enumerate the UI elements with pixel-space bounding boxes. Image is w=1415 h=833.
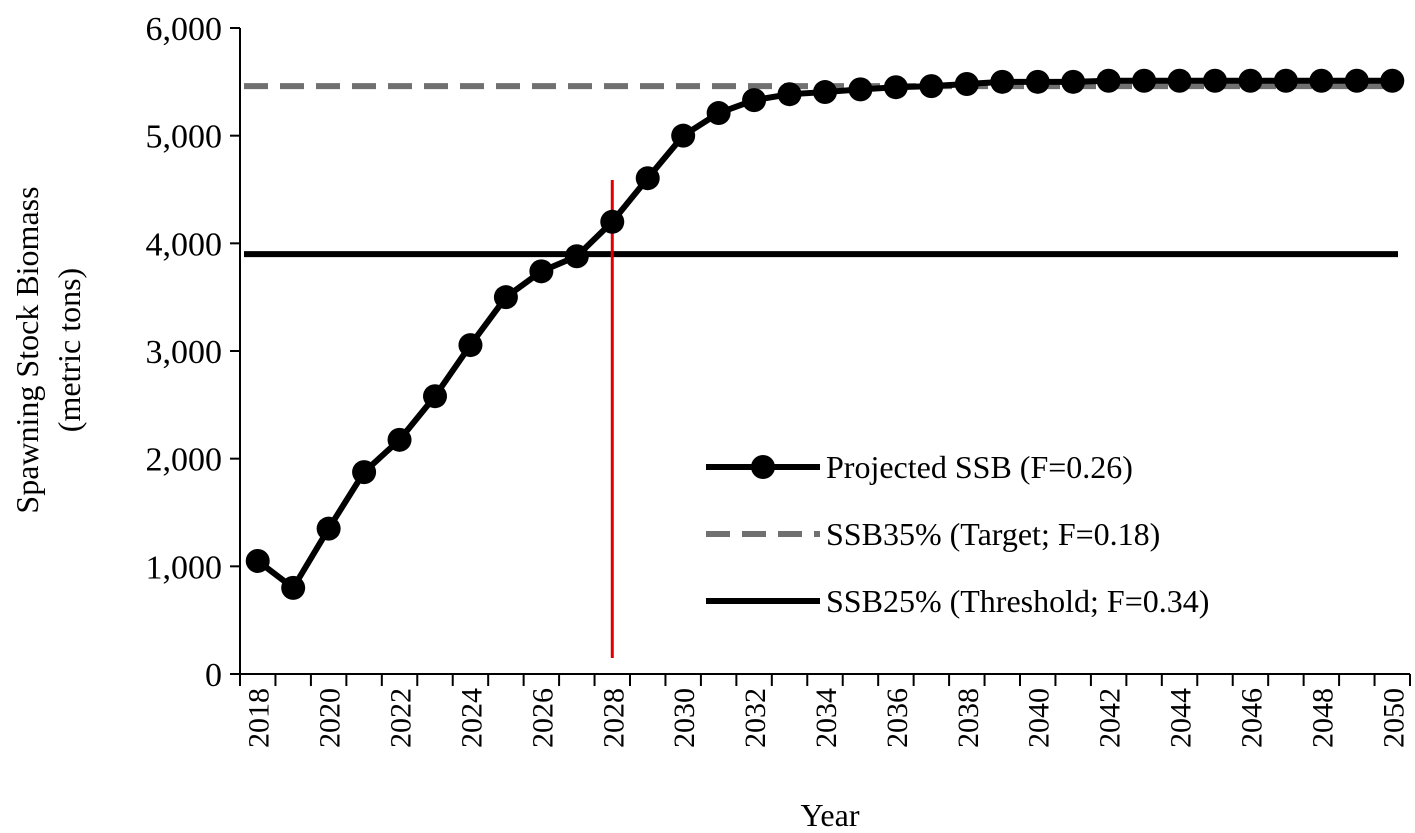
legend-label: SSB35% (Target; F=0.18) — [826, 516, 1160, 552]
data-point — [954, 71, 979, 96]
data-point — [600, 209, 625, 234]
data-point — [919, 74, 944, 99]
data-point — [1273, 68, 1298, 93]
y-axis-label: (metric tons) — [51, 268, 87, 432]
data-point — [1309, 68, 1334, 93]
x-tick-label: 2026 — [526, 688, 559, 748]
data-point — [423, 384, 447, 409]
data-point — [529, 259, 554, 284]
x-tick-label: 2036 — [881, 688, 914, 748]
data-point — [1096, 68, 1121, 93]
legend-marker — [751, 455, 775, 479]
legend-label: Projected SSB (F=0.26) — [826, 449, 1133, 485]
data-point — [848, 77, 873, 102]
y-tick-label: 6,000 — [146, 11, 223, 48]
y-axis-label: Spawning Stock Biomass — [9, 186, 45, 513]
data-point — [742, 88, 767, 113]
x-tick-label: 2018 — [243, 688, 276, 748]
data-point — [458, 333, 483, 358]
x-tick-label: 2046 — [1235, 688, 1268, 748]
data-point — [1167, 68, 1192, 93]
legend-label: SSB25% (Threshold; F=0.34) — [826, 583, 1209, 619]
data-point — [1025, 69, 1050, 94]
x-tick-label: 2028 — [597, 688, 630, 748]
x-tick-label: 2038 — [952, 688, 985, 748]
x-tick-label: 2034 — [810, 688, 843, 748]
data-point — [1203, 68, 1227, 93]
data-point — [352, 460, 377, 485]
data-point — [387, 427, 412, 452]
y-tick-label: 2,000 — [146, 442, 223, 479]
data-point — [883, 75, 908, 100]
series-line — [255, 77, 1393, 591]
data-point — [777, 82, 802, 107]
x-tick-label: 2042 — [1094, 688, 1127, 748]
x-tick-label: 2030 — [668, 688, 701, 748]
x-tick-label: 2044 — [1165, 688, 1198, 748]
x-axis-label: Year — [801, 797, 860, 833]
y-tick-label: 3,000 — [146, 334, 223, 371]
data-point — [245, 548, 270, 573]
data-point — [1380, 68, 1405, 93]
y-tick-label: 1,000 — [146, 549, 223, 586]
data-point — [564, 244, 589, 269]
data-point — [990, 69, 1015, 94]
data-point — [1238, 68, 1263, 93]
data-point — [493, 285, 518, 310]
x-tick-label: 2040 — [1023, 688, 1056, 748]
data-point — [281, 575, 306, 600]
x-tick-label: 2032 — [739, 688, 772, 748]
x-tick-label: 2050 — [1377, 688, 1410, 748]
data-point — [813, 80, 837, 105]
y-tick-label: 5,000 — [146, 119, 223, 156]
y-tick-label: 4,000 — [146, 226, 223, 263]
data-point — [1132, 68, 1157, 93]
data-point — [635, 166, 660, 191]
x-tick-label: 2020 — [314, 688, 347, 748]
data-point — [1061, 69, 1086, 94]
y-tick-label: 0 — [205, 657, 222, 694]
x-tick-label: 2048 — [1306, 688, 1339, 748]
data-point — [706, 101, 731, 126]
x-tick-label: 2024 — [455, 688, 488, 748]
x-tick-label: 2022 — [385, 688, 418, 748]
data-point — [1344, 68, 1369, 93]
data-point — [316, 516, 341, 541]
data-point — [671, 123, 696, 148]
